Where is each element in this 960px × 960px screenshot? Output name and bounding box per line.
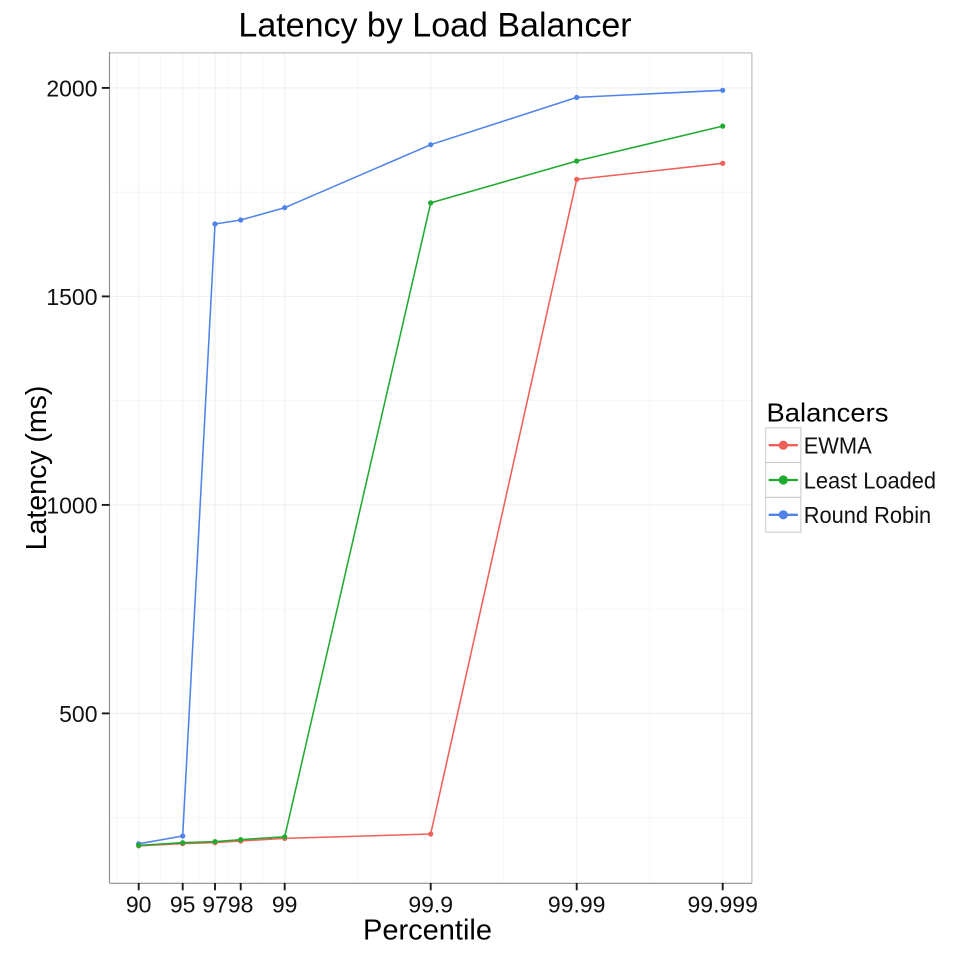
svg-text:Percentile: Percentile	[363, 915, 492, 947]
svg-text:Balancers: Balancers	[767, 398, 889, 427]
svg-text:98: 98	[228, 892, 254, 918]
svg-text:99: 99	[272, 892, 298, 918]
svg-text:99.99: 99.99	[548, 892, 606, 918]
svg-text:Least Loaded: Least Loaded	[804, 468, 936, 494]
svg-text:EWMA: EWMA	[804, 433, 872, 459]
svg-text:97: 97	[202, 892, 228, 918]
svg-text:2000: 2000	[46, 75, 97, 101]
svg-text:99.999: 99.999	[688, 892, 758, 918]
svg-text:Latency (ms): Latency (ms)	[21, 386, 53, 551]
svg-text:1500: 1500	[46, 284, 97, 310]
svg-text:90: 90	[126, 892, 152, 918]
svg-text:Latency by Load Balancer: Latency by Load Balancer	[238, 7, 631, 45]
svg-text:1000: 1000	[46, 492, 97, 518]
svg-text:99.9: 99.9	[408, 892, 453, 918]
svg-text:Round Robin: Round Robin	[804, 503, 931, 529]
svg-text:95: 95	[170, 892, 196, 918]
svg-text:500: 500	[59, 701, 97, 727]
